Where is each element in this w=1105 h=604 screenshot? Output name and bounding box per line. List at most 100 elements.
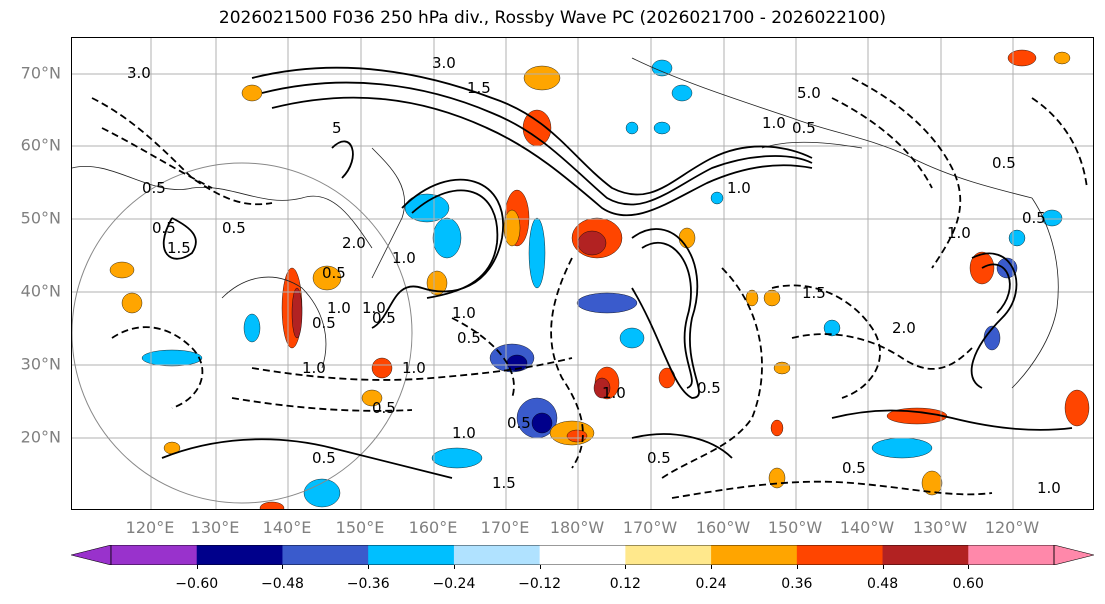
contour-labels: 3.053.01.50.51.50.5 0.52.01.01.00.5 0.5 1.0… [127, 54, 1061, 497]
colorbar-segment [882, 545, 969, 565]
contour-label: 1.0 [452, 424, 476, 442]
contour-solid [831, 409, 1073, 431]
longitude-label: 170°E [480, 518, 530, 537]
colorbar-segment [625, 545, 712, 565]
contour-dashed [251, 357, 573, 381]
divergence-patch [996, 257, 1018, 279]
longitude-label: 150°E [335, 518, 385, 537]
colorbar-segment [968, 545, 1055, 565]
contour-solid [411, 189, 499, 299]
divergence-patch [619, 327, 645, 349]
contour-solid [371, 178, 504, 329]
colorbar-segment [368, 545, 455, 565]
colorbar-tick-label: −0.60 [175, 576, 219, 592]
divergence-patch [109, 261, 135, 279]
contour-dashed [550, 257, 584, 469]
contour-label: 2.0 [342, 234, 366, 252]
divergence-patch [770, 419, 784, 437]
colorbar-tickmark [539, 565, 541, 569]
latitude-label: 60°N [20, 135, 61, 155]
contour-label: 0.5 [792, 119, 816, 137]
divergence-patch [671, 84, 693, 102]
colorbar-tickmark [368, 565, 370, 569]
coastline [631, 57, 1033, 199]
divergence-patch [404, 193, 450, 223]
latitude-label: 30°N [20, 354, 61, 374]
colorbar-segment [453, 545, 541, 565]
range-ring [72, 162, 413, 504]
contour-label: 0.5 [647, 449, 671, 467]
divergence-patch [745, 289, 759, 307]
contour-dashed [231, 397, 413, 412]
contour-dashed [771, 284, 881, 399]
colorbar-tick-label: −0.36 [346, 576, 390, 592]
longitude-label: 130°W [912, 518, 968, 537]
colorbar-tickmark [711, 565, 713, 569]
contour-dashed [451, 317, 515, 399]
colorbar-extend-high [1053, 545, 1094, 565]
contour-solid [981, 263, 1011, 314]
longitude-label: 120°W [984, 518, 1040, 537]
contour-label: 0.5 [152, 219, 176, 237]
coastlines [72, 57, 1059, 389]
contour-solid [161, 438, 453, 479]
colorbar-tickmark [968, 565, 970, 569]
contour-label: 0.5 [697, 379, 721, 397]
divergence-patch [678, 227, 696, 249]
colorbar-tick-label: 0.48 [866, 576, 899, 592]
divergence-patch [426, 270, 448, 296]
contour-solid [271, 96, 813, 217]
colorbar-tick-label: 0.24 [695, 576, 727, 592]
colorbar-tickmark [282, 565, 284, 569]
contour-label: 1.0 [762, 114, 786, 132]
contour-dashed [661, 267, 763, 479]
contour-solid [631, 228, 700, 399]
divergence-patch [593, 377, 611, 399]
longitude-label: 120°E [125, 518, 175, 537]
contour-solid [970, 252, 1018, 389]
contour-solid [631, 433, 733, 459]
contour-label: 1.0 [302, 359, 326, 377]
divergence-patch [653, 121, 671, 135]
divergence-patch [121, 292, 143, 314]
contour-label: 0.5 [142, 179, 166, 197]
divergence-patch [566, 429, 588, 443]
contour-label: 0.5 [222, 219, 246, 237]
divergence-patch [1007, 49, 1037, 67]
colorbar-tickmark [453, 565, 455, 569]
divergence-patch [371, 357, 393, 379]
divergence-patch [763, 289, 781, 307]
contour-label: 5 [332, 119, 342, 137]
divergence-patch [1041, 209, 1063, 227]
contour-label: 0.5 [507, 414, 531, 432]
contour-label: 3.0 [127, 64, 151, 82]
rossby-wave-contours [91, 66, 1088, 499]
longitude-label: 130°E [190, 518, 240, 537]
coastline [371, 147, 406, 279]
contour-label: 1.5 [802, 284, 826, 302]
divergence-patch [773, 361, 791, 375]
contour-solid [331, 140, 354, 179]
contour-label: 1.0 [362, 299, 386, 317]
divergence-patch [523, 65, 561, 91]
map-canvas: 3.053.01.50.51.50.5 0.52.01.01.00.5 0.5 1.0… [72, 38, 1093, 509]
divergence-shading [109, 49, 1090, 509]
coastline [72, 166, 373, 249]
latitude-label: 20°N [20, 427, 61, 447]
contour-label: 1.5 [467, 79, 491, 97]
longitude-label: 140°E [262, 518, 312, 537]
divergence-patch [1053, 51, 1071, 65]
contour-dashed [91, 97, 273, 206]
contour-dashed [831, 97, 933, 189]
contour-label: 1.0 [602, 384, 626, 402]
divergence-patch [241, 84, 263, 102]
colorbar-segment [111, 545, 198, 565]
divergence-patch [361, 389, 383, 407]
contour-label: 0.5 [372, 309, 396, 327]
longitude-label: 170°W [622, 518, 678, 537]
divergence-patch [576, 292, 638, 314]
divergence-patch [768, 467, 786, 489]
contour-label: 1.0 [402, 359, 426, 377]
divergence-patch [141, 349, 203, 367]
contour-dashed [111, 326, 204, 409]
